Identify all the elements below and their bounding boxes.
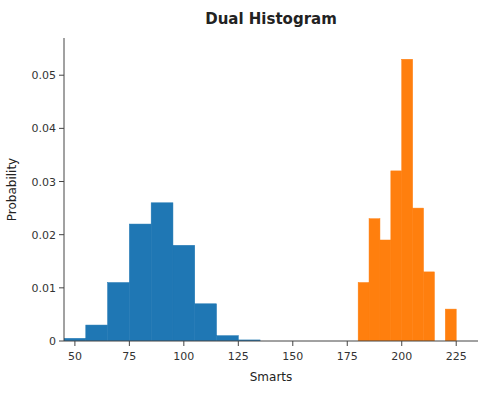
x-tick (238, 341, 239, 346)
histogram-bar (402, 59, 413, 341)
x-tick-label: 100 (173, 350, 194, 363)
y-tick-label: 0.02 (32, 229, 57, 242)
histogram-bar (358, 283, 369, 341)
x-axis-line (64, 341, 478, 342)
y-tick-label: 0 (49, 335, 56, 348)
x-tick (292, 341, 293, 346)
y-axis-label: Probability (5, 158, 19, 221)
y-tick (59, 181, 64, 182)
x-tick (183, 341, 184, 346)
y-axis-line (64, 38, 65, 341)
x-tick-label: 200 (391, 350, 412, 363)
x-tick-label: 150 (282, 350, 303, 363)
x-tick-label: 50 (68, 350, 82, 363)
title: Dual Histogram (205, 10, 337, 28)
x-tick-label: 125 (228, 350, 249, 363)
histogram-bar (173, 245, 195, 341)
histogram-bar (380, 240, 391, 341)
y-tick (59, 128, 64, 129)
x-tick (74, 341, 75, 346)
histogram-bar (217, 336, 239, 341)
histogram-bar (424, 272, 435, 341)
x-tick-label: 175 (337, 350, 358, 363)
x-tick (347, 341, 348, 346)
histogram-bar (86, 325, 108, 341)
x-axis-label: Smarts (250, 370, 293, 384)
y-tick-label: 0.05 (32, 69, 57, 82)
y-tick (59, 75, 64, 76)
histogram-bar (108, 283, 130, 341)
y-tick (59, 341, 64, 342)
x-tick-label: 225 (446, 350, 467, 363)
histogram-bar (391, 171, 402, 341)
y-tick (59, 234, 64, 235)
bars (64, 59, 456, 341)
histogram-bar (151, 203, 173, 341)
x-tick (456, 341, 457, 346)
x-tick (401, 341, 402, 346)
x-tick (129, 341, 130, 346)
y-tick-label: 0.03 (32, 176, 57, 189)
histogram-bar (445, 309, 456, 341)
y-tick-label: 0.04 (32, 122, 57, 135)
y-tick (59, 287, 64, 288)
histogram-bar (129, 224, 151, 341)
histogram-bar (369, 219, 380, 341)
histogram-bar (195, 304, 217, 341)
chart: 50 75 100 125 150 175 200 225 0 0.01 0.02 0.03 0.04 0… (0, 0, 500, 393)
histogram-bar (413, 208, 424, 341)
x-tick-label: 75 (122, 350, 136, 363)
y-tick-label: 0.01 (32, 282, 57, 295)
